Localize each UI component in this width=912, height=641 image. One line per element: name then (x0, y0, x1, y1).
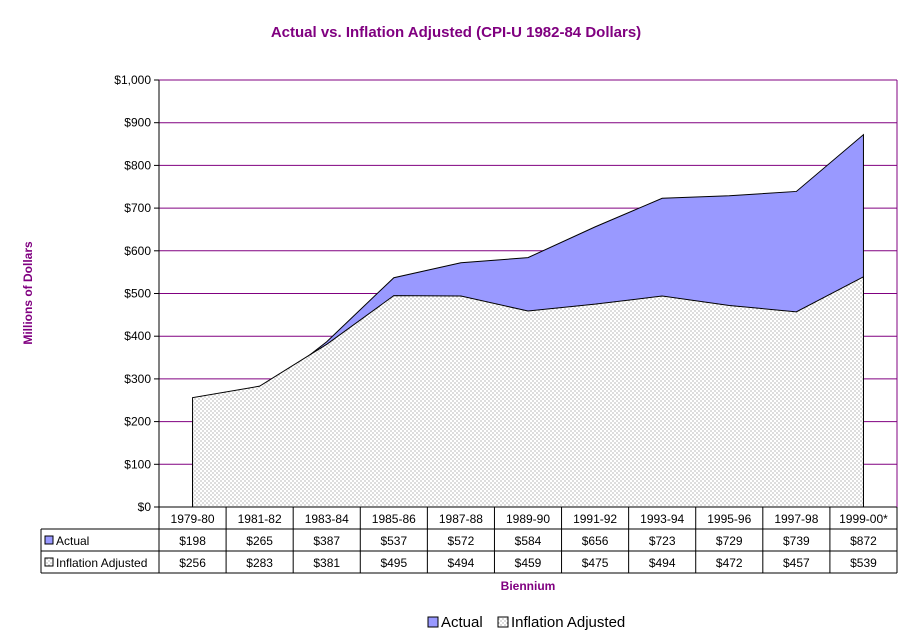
data-label: $539 (850, 556, 877, 570)
legend-label: Actual (441, 614, 483, 631)
y-tick-label: $500 (124, 287, 151, 301)
x-tick-label: 1985-86 (372, 512, 416, 526)
x-axis-title: Biennium (501, 579, 556, 593)
y-tick-label: $800 (124, 158, 151, 172)
data-label: $387 (313, 534, 340, 548)
axes: $0 $100 $200 $300 $400 $500 $600 $700 $800 $900 $1… (114, 73, 898, 514)
area-series (192, 133, 864, 508)
x-tick-label: 1999-00* (839, 512, 888, 526)
table-series-name: Actual (56, 534, 89, 548)
data-label: $494 (649, 556, 676, 570)
data-label: $739 (783, 534, 810, 548)
legend-key (497, 616, 509, 628)
chart-title: Actual vs. Inflation Adjusted (CPI-U 198… (271, 24, 641, 41)
x-tick-label: 1991-92 (573, 512, 617, 526)
data-table: 1979-80 1981-82 1983-84 1985-86 1987-88 1989-… (40, 507, 898, 574)
data-label: $572 (448, 534, 475, 548)
x-tick-label: 1981-82 (238, 512, 282, 526)
data-label: $729 (716, 534, 743, 548)
y-tick-label: $400 (124, 329, 151, 343)
data-label: $283 (246, 556, 273, 570)
table-series-name: Inflation Adjusted (56, 556, 147, 570)
x-tick-label: 1989-90 (506, 512, 550, 526)
legend-key (427, 616, 439, 628)
y-tick-label: $700 (124, 201, 151, 215)
y-tick-label: $1,000 (114, 73, 151, 87)
area-inflation-adjusted (192, 276, 864, 508)
data-label: $472 (716, 556, 743, 570)
data-label: $494 (448, 556, 475, 570)
data-label: $198 (179, 534, 206, 548)
data-label: $872 (850, 534, 877, 548)
x-tick-label: 1995-96 (707, 512, 751, 526)
data-label: $475 (582, 556, 609, 570)
data-label: $584 (515, 534, 542, 548)
y-tick-label: $300 (124, 372, 151, 386)
data-label: $495 (380, 556, 407, 570)
data-label: $256 (179, 556, 206, 570)
table-legend-key (44, 557, 54, 567)
y-tick-label: $600 (124, 244, 151, 258)
data-label: $381 (313, 556, 340, 570)
x-tick-label: 1997-98 (774, 512, 818, 526)
y-tick-label: $200 (124, 415, 151, 429)
data-label: $459 (515, 556, 542, 570)
x-tick-label: 1987-88 (439, 512, 483, 526)
data-label: $457 (783, 556, 810, 570)
table-legend-key (44, 535, 54, 545)
data-label: $265 (246, 534, 273, 548)
data-label: $723 (649, 534, 676, 548)
x-tick-label: 1983-84 (305, 512, 349, 526)
data-label: $656 (582, 534, 609, 548)
data-label: $537 (380, 534, 407, 548)
y-tick-label: $900 (124, 116, 151, 130)
legend: Actual Inflation Adjusted (427, 614, 625, 631)
y-tick-label: $0 (138, 500, 152, 514)
x-tick-label: 1979-80 (171, 512, 215, 526)
legend-label: Inflation Adjusted (511, 614, 625, 631)
y-axis-title: Millions of Dollars (21, 241, 35, 345)
y-tick-label: $100 (124, 457, 151, 471)
x-tick-label: 1993-94 (640, 512, 684, 526)
